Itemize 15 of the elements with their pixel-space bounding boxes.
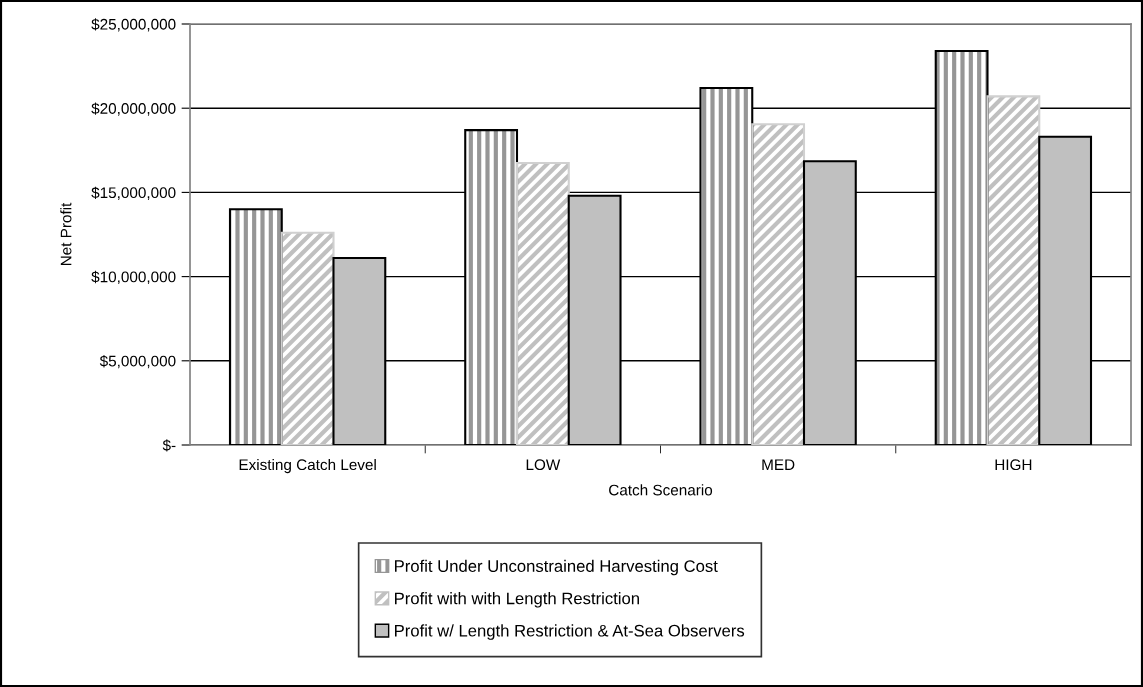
y-tick-label: $25,000,000 [91,18,176,32]
legend-label: Profit w/ Length Restriction & At-Sea Observers [395,624,745,640]
legend-label: Profit with with Length Restriction [395,592,639,608]
legend-label: Profit Under Unconstrained Harvesting Cost [395,559,718,576]
y-tick-label: $20,000,000 [91,102,176,116]
x-axis-title: Catch Scenario [609,484,713,496]
y-axis-title: Net Profit [60,202,72,266]
y-tick-label: $- [162,439,176,452]
x-tick-label: HIGH [995,459,1032,471]
x-tick-label: LOW [526,459,561,471]
y-tick-label: $15,000,000 [91,186,176,200]
y-tick-label: $5,000,000 [99,355,176,369]
x-tick-label: MED [762,459,795,470]
y-tick-label: $10,000,000 [91,270,176,285]
x-tick-label: Existing Catch Level [239,458,376,474]
